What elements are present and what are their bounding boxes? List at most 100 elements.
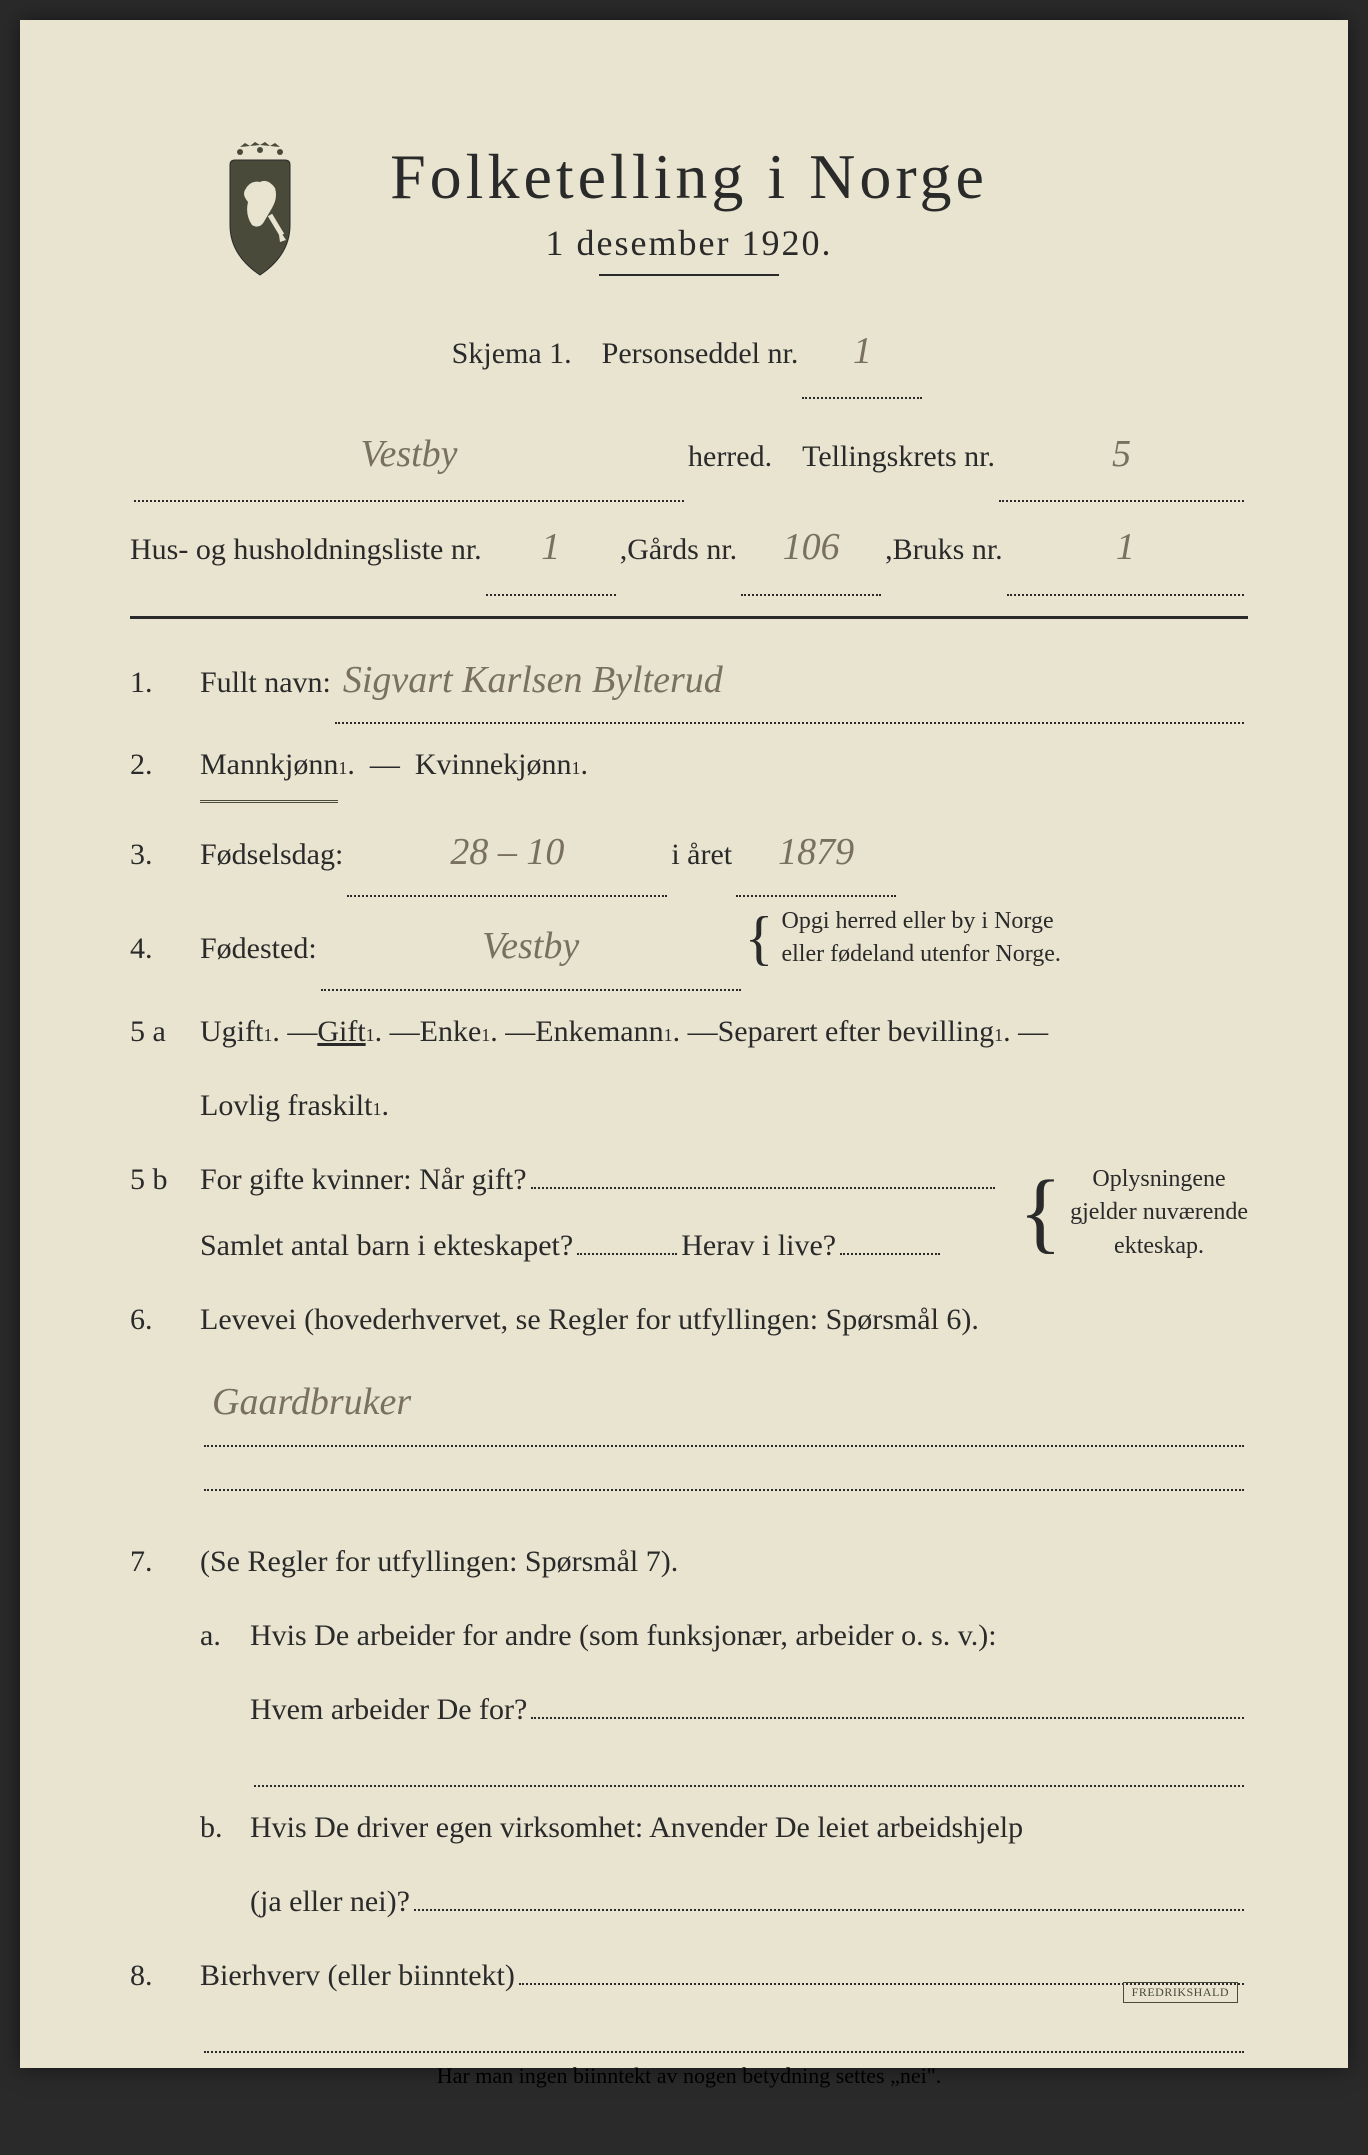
q4-label: Fødested: (200, 916, 317, 982)
q4-field: Vestby (321, 905, 741, 991)
footnote: 1 Her kan svares ved tydelig understrekn… (130, 2125, 1248, 2155)
q3-line: 3. Fødselsdag: 28 – 10 i året 1879 (130, 811, 1248, 897)
herred-value: Vestby (352, 433, 465, 475)
tellingskrets-field: 5 (999, 409, 1244, 502)
herred-line: Vestby herred. Tellingskrets nr. 5 (130, 409, 1248, 502)
q8-line: 8. Bierhverv (eller biinntekt) (130, 1943, 1248, 2009)
tellingskrets-label: Tellingskrets nr. (802, 421, 995, 493)
husliste-value: 1 (533, 526, 568, 568)
q5a-lovlig: Lovlig fraskilt (200, 1073, 372, 1139)
schema-line: Skjema 1. Personseddel nr. 1 (130, 306, 1248, 399)
bruks-label: Bruks nr. (893, 514, 1003, 586)
q4-value: Vestby (474, 925, 587, 967)
q5a-enke: Enke (420, 999, 482, 1065)
footer-divider (130, 2114, 1248, 2115)
q3-num: 3. (130, 822, 200, 888)
q8-field2 (204, 2017, 1244, 2053)
q5b-field3 (840, 1219, 940, 1255)
herred-field: Vestby (134, 409, 684, 502)
q4-note1: Opgi herred eller by i Norge (781, 905, 1060, 939)
q4-num: 4. (130, 916, 200, 982)
q7a-text2: Hvem arbeider De for? (250, 1677, 527, 1743)
tellingskrets-value: 5 (1104, 433, 1139, 475)
q7a-line2: Hvem arbeider De for? (200, 1677, 1248, 1743)
q5a-gift: Gift (317, 999, 365, 1065)
q7a-text1: Hvis De arbeider for andre (som funksjon… (250, 1603, 997, 1669)
q5b-label1: For gifte kvinner: Når gift? (200, 1147, 527, 1213)
q5b-field1 (531, 1153, 995, 1189)
personseddel-value: 1 (845, 330, 880, 372)
husliste-field: 1 (486, 502, 616, 595)
q1-field: Sigvart Karlsen Bylterud (335, 639, 1244, 725)
q8-field (519, 1949, 1244, 1985)
q5b-note1: Oplysningene (1070, 1163, 1248, 1197)
q4-note2: eller fødeland utenfor Norge. (781, 938, 1060, 972)
q5a-enkemann: Enkemann (535, 999, 663, 1065)
q7a-blank (200, 1751, 1248, 1787)
q6-value-line: Gaardbruker (130, 1361, 1248, 1447)
q7b-text2: (ja eller nei)? (250, 1869, 410, 1935)
q8-label: Bierhverv (eller biinntekt) (200, 1943, 515, 2009)
q3-label: Fødselsdag: (200, 822, 343, 888)
q6-field: Gaardbruker (204, 1361, 1244, 1447)
q5b-label3: Herav i live? (681, 1213, 836, 1279)
q5a-line: 5 a Ugift1 . — Gift1 . — Enke1 . — Enkem… (130, 999, 1248, 1065)
q7-num: 7. (130, 1529, 200, 1595)
personseddel-label: Personseddel nr. (602, 318, 799, 390)
q6-field2 (204, 1455, 1244, 1491)
q1-value: Sigvart Karlsen Bylterud (335, 659, 731, 701)
subtitle: 1 desember 1920. (390, 222, 988, 264)
bruks-value: 1 (1108, 526, 1143, 568)
q3-year-field: 1879 (736, 811, 896, 897)
q3-year-label: i året (671, 822, 732, 888)
q3-year: 1879 (770, 831, 862, 873)
header: Folketelling i Norge 1 desember 1920. (130, 140, 1248, 276)
q7a-field (531, 1683, 1244, 1719)
q5b-num: 5 b (130, 1147, 200, 1213)
q5b-label2: Samlet antal barn i ekteskapet? (200, 1213, 573, 1279)
q2-num: 2. (130, 732, 200, 798)
coat-of-arms-icon (210, 140, 310, 280)
q3-day-field: 28 – 10 (347, 811, 667, 897)
q5a-ugift: Ugift (200, 999, 263, 1065)
q5b-note3: ekteskap. (1070, 1230, 1248, 1264)
q2-mann: Mannkjønn (200, 732, 338, 803)
bruks-field: 1 (1007, 502, 1244, 595)
q7-line: 7. (Se Regler for utfyllingen: Spørsmål … (130, 1529, 1248, 1595)
q7b-field (414, 1875, 1244, 1911)
q6-blank-line (130, 1455, 1248, 1491)
q7a-letter: a. (200, 1603, 250, 1669)
footnote-text: Her kan svares ved tydelig understreknin… (161, 2129, 766, 2154)
q5b-note2: gjelder nuværende (1070, 1196, 1248, 1230)
q7-label: (Se Regler for utfyllingen: Spørsmål 7). (200, 1529, 678, 1595)
subtitle-underline (599, 274, 779, 276)
q6-num: 6. (130, 1287, 200, 1353)
husliste-line: Hus- og husholdningsliste nr. 1 , Gårds … (130, 502, 1248, 595)
q2-line: 2. Mannkjønn1 . — Kvinnekjønn1. (130, 732, 1248, 803)
q7b-line1: b. Hvis De driver egen virksomhet: Anven… (200, 1795, 1248, 1861)
q1-label: Fullt navn: (200, 650, 331, 716)
gards-value: 106 (775, 526, 848, 568)
divider-1 (130, 616, 1248, 619)
husliste-label: Hus- og husholdningsliste nr. (130, 514, 482, 586)
q8-num: 8. (130, 1943, 200, 2009)
footer-note1: Har man ingen biinntekt av nogen betydni… (130, 2063, 1248, 2089)
q2-kvinne: Kvinnekjønn (415, 732, 572, 798)
q1-num: 1. (130, 650, 200, 716)
q5b-note-block: { Oplysningene gjelder nuværende ekteska… (1019, 1163, 1248, 1264)
q1-line: 1. Fullt navn: Sigvart Karlsen Bylterud (130, 639, 1248, 725)
q6-line: 6. Levevei (hovederhvervet, se Regler fo… (130, 1287, 1248, 1353)
skjema-label: Skjema 1. (452, 318, 572, 390)
gards-field: 106 (741, 502, 881, 595)
q5a-num: 5 a (130, 999, 200, 1065)
q5a-line2: Lovlig fraskilt1. (130, 1073, 1248, 1139)
q7a-line1: a. Hvis De arbeider for andre (som funks… (200, 1603, 1248, 1669)
herred-label: herred. (688, 421, 772, 493)
q6-label: Levevei (hovederhvervet, se Regler for u… (200, 1287, 979, 1353)
title-block: Folketelling i Norge 1 desember 1920. (390, 140, 988, 276)
q7b-line2: (ja eller nei)? (200, 1869, 1248, 1935)
q5a-separert: Separert efter bevilling (718, 999, 995, 1065)
personseddel-field: 1 (802, 306, 922, 399)
q7b-text1: Hvis De driver egen virksomhet: Anvender… (250, 1795, 1023, 1861)
q3-day: 28 – 10 (442, 831, 572, 873)
